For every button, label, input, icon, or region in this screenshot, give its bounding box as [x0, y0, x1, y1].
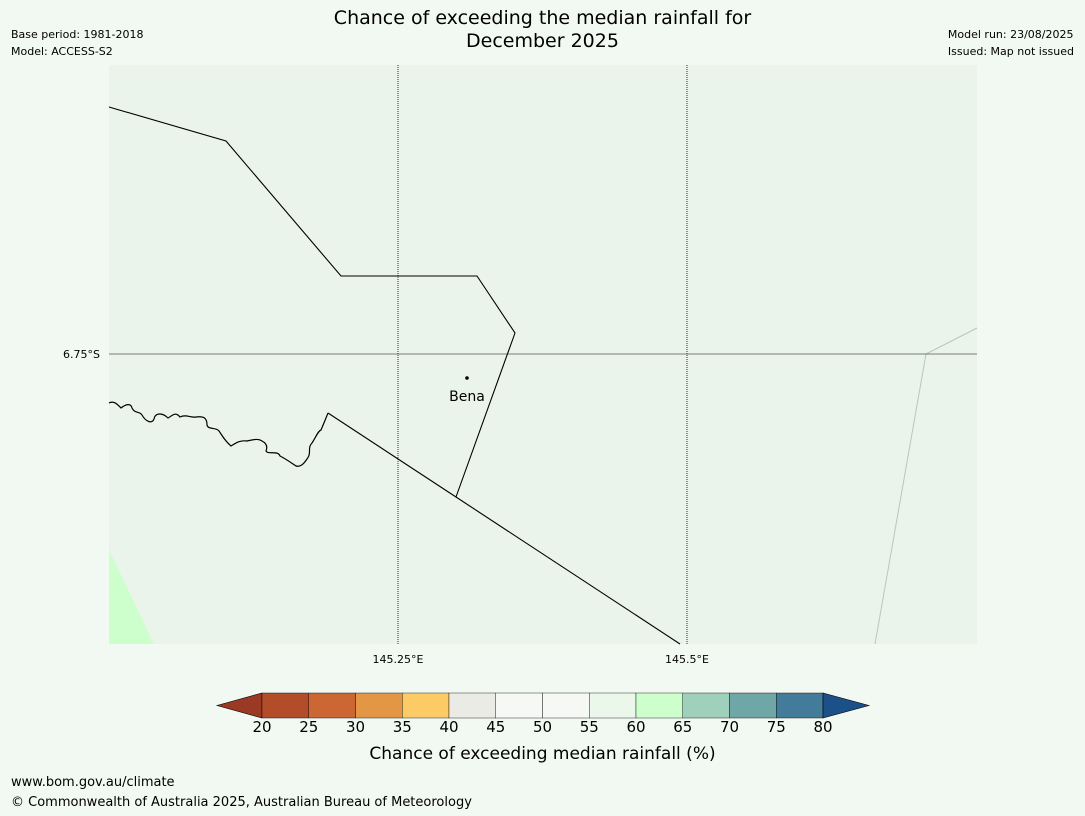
lon-label-145-5: 145.5°E — [665, 653, 709, 666]
footer-copyright: © Commonwealth of Australia 2025, Austra… — [11, 795, 472, 810]
province-boundary-diagonal — [327, 412, 681, 645]
metadata-right: Model run: 23/08/2025 Issued: Map not is… — [948, 26, 1074, 60]
colorbar-segment — [448, 692, 496, 719]
colorbar-tick-label: 35 — [392, 718, 412, 736]
title-line-2: December 2025 — [466, 30, 619, 52]
colorbar-tick-labels: 20 25 30 35 40 45 50 55 60 65 70 75 80 — [0, 718, 1085, 740]
colorbar-segment — [355, 692, 403, 719]
model-run-text: Model run: 23/08/2025 — [947, 28, 1074, 41]
colorbar-segment — [261, 692, 309, 719]
footer-url: www.bom.gov.au/climate — [11, 775, 175, 790]
colorbar-tick-label: 70 — [719, 718, 740, 736]
colorbar-segment — [402, 692, 450, 719]
base-period-text: Base period: 1981-2018 — [11, 28, 144, 41]
colorbar-segment — [308, 692, 356, 719]
bena-marker — [465, 376, 469, 380]
colorbar-title: Chance of exceeding median rainfall (%) — [369, 744, 716, 764]
river-line — [108, 401, 329, 467]
colorbar-tick-label: 65 — [673, 718, 693, 736]
colorbar-tick-label: 75 — [766, 718, 786, 736]
metadata-left: Base period: 1981-2018 Model: ACCESS-S2 — [11, 26, 143, 60]
bena-label: Bena — [449, 389, 485, 405]
colorbar-tick-label: 25 — [299, 718, 319, 736]
colorbar-tick-label: 30 — [345, 718, 366, 736]
model-text: Model: ACCESS-S2 — [11, 45, 113, 58]
colorbar-tick-label: 50 — [532, 718, 553, 736]
colorbar-extend-low — [215, 692, 263, 719]
colorbar-tick-label: 60 — [626, 718, 646, 736]
lon-label-145-25: 145.25°E — [373, 653, 424, 666]
province-boundary — [108, 106, 516, 498]
colorbar-segment — [776, 692, 824, 719]
colorbar-tick-label: 40 — [439, 718, 459, 736]
map-panel — [109, 65, 977, 644]
colorbar-segment — [495, 692, 543, 719]
issued-text: Issued: Map not issued — [947, 45, 1074, 58]
map-title: Chance of exceeding the median rainfall … — [0, 7, 1085, 53]
lat-label: 6.75°S — [63, 348, 100, 361]
colorbar-extend-high — [822, 692, 871, 719]
colorbar-tick-label: 45 — [486, 718, 506, 736]
colorbar-tick-label: 55 — [579, 718, 599, 736]
title-line-1: Chance of exceeding the median rainfall … — [333, 7, 752, 29]
colorbar-segment — [542, 692, 590, 719]
colorbar-segment — [635, 692, 683, 719]
colorbar-segment — [729, 692, 777, 719]
colorbar-tick-label: 20 — [252, 718, 272, 736]
land-region-lower-left — [109, 550, 154, 644]
colorbar — [215, 692, 871, 719]
colorbar-tick-label: 80 — [813, 718, 833, 736]
colorbar-segment — [682, 692, 730, 719]
colorbar-segment — [589, 692, 637, 719]
